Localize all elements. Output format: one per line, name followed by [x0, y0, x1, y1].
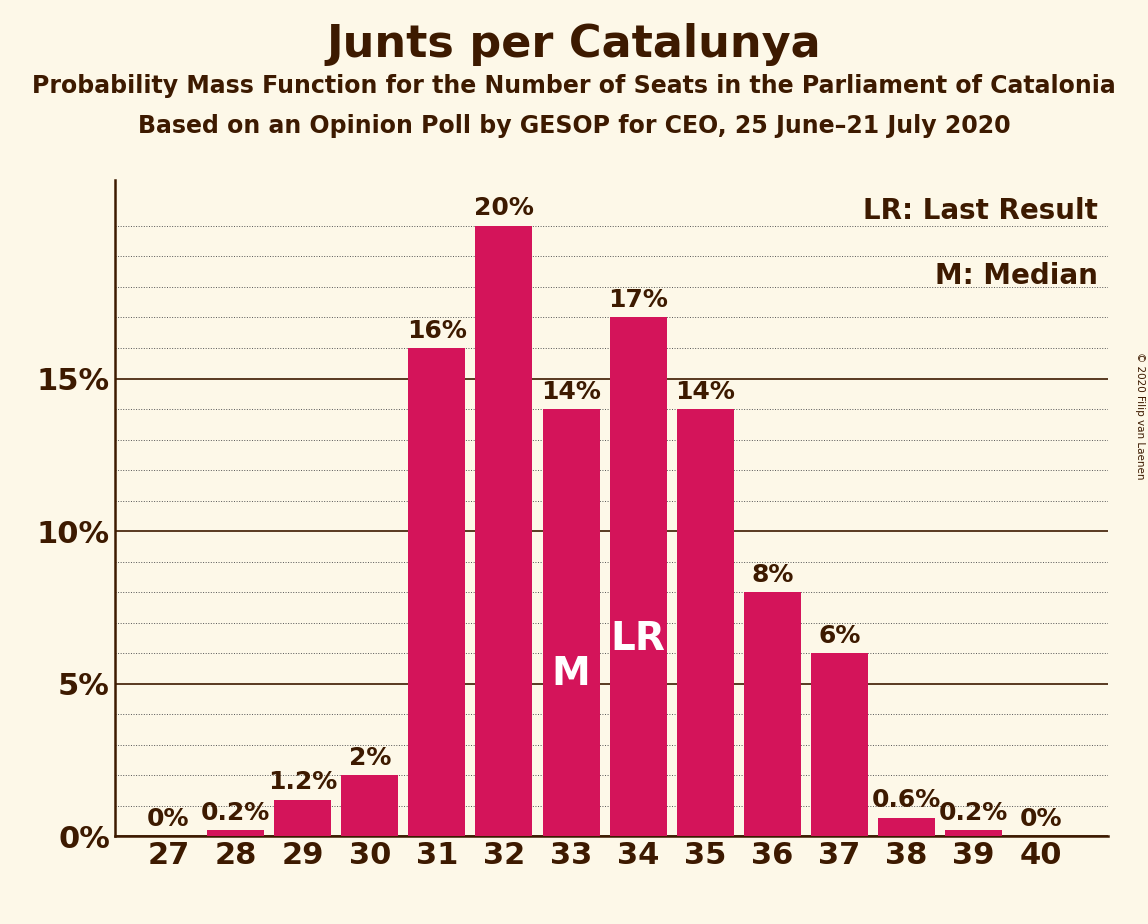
Text: M: Median: M: Median	[934, 262, 1097, 290]
Text: LR: Last Result: LR: Last Result	[863, 197, 1097, 225]
Text: LR: LR	[611, 620, 666, 658]
Text: 14%: 14%	[541, 380, 602, 404]
Bar	[207, 830, 264, 836]
Bar	[409, 348, 465, 836]
Text: M: M	[552, 655, 590, 693]
Text: 0.2%: 0.2%	[939, 800, 1008, 824]
Bar	[543, 409, 599, 836]
Text: 0%: 0%	[1019, 807, 1062, 831]
Text: 8%: 8%	[751, 563, 793, 587]
Text: Based on an Opinion Poll by GESOP for CEO, 25 June–21 July 2020: Based on an Opinion Poll by GESOP for CE…	[138, 114, 1010, 138]
Text: 6%: 6%	[819, 624, 861, 648]
Text: © 2020 Filip van Laenen: © 2020 Filip van Laenen	[1135, 352, 1145, 480]
Text: 14%: 14%	[675, 380, 735, 404]
Text: 0.6%: 0.6%	[872, 788, 941, 812]
Text: 0.2%: 0.2%	[201, 800, 270, 824]
Text: 2%: 2%	[349, 746, 391, 770]
Text: Probability Mass Function for the Number of Seats in the Parliament of Catalonia: Probability Mass Function for the Number…	[32, 74, 1116, 98]
Bar	[274, 799, 331, 836]
Bar	[945, 830, 1002, 836]
Bar	[878, 818, 936, 836]
Text: 16%: 16%	[406, 319, 467, 343]
Text: 1.2%: 1.2%	[267, 770, 338, 794]
Text: 20%: 20%	[474, 197, 534, 221]
Bar	[475, 226, 533, 836]
Bar	[744, 592, 801, 836]
Text: Junts per Catalunya: Junts per Catalunya	[327, 23, 821, 67]
Bar	[341, 775, 398, 836]
Bar	[810, 653, 868, 836]
Text: 17%: 17%	[608, 288, 668, 312]
Bar	[610, 318, 667, 836]
Bar	[676, 409, 734, 836]
Text: 0%: 0%	[147, 807, 189, 831]
